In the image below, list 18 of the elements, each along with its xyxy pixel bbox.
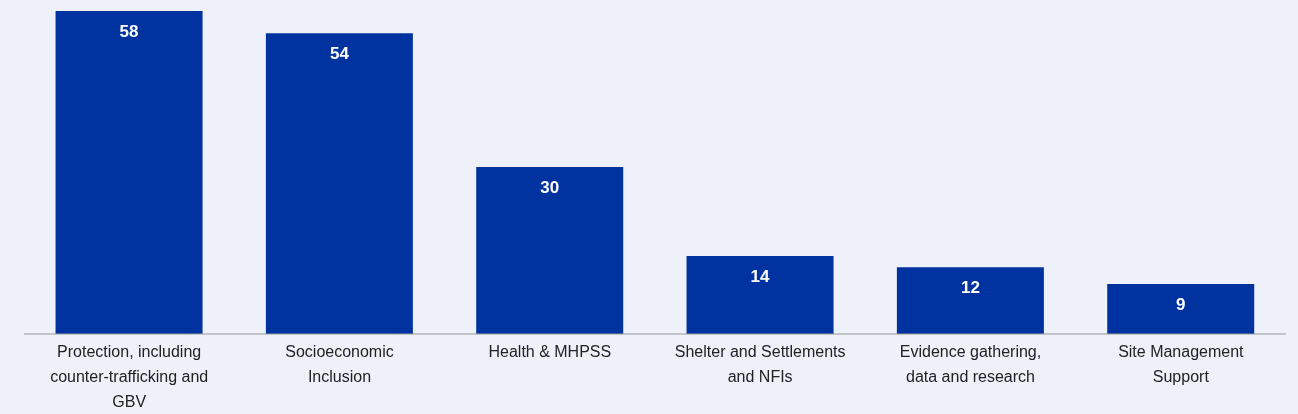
bar: [896, 267, 1044, 334]
data-label: 30: [540, 178, 560, 197]
x-tick-label: Socioeconomic Inclusion: [285, 343, 394, 386]
bar: [55, 11, 203, 334]
data-label: 54: [329, 44, 350, 64]
data-label: 14: [750, 267, 771, 287]
x-tick-label: Shelter and Settlements and NFIs: [674, 343, 846, 386]
x-tick-label: Protection, including counter-trafficking and GBV: [50, 343, 209, 411]
x-tick-label: Health & MHPSS: [488, 343, 612, 361]
bar: [265, 33, 413, 334]
x-tick-label: Site Management Support: [1118, 343, 1245, 386]
data-label: 12: [960, 278, 980, 298]
bar: [1107, 283, 1255, 334]
data-label: 58: [119, 22, 139, 42]
bar: [476, 166, 624, 334]
bar: [686, 256, 834, 334]
data-label: 9: [1175, 294, 1186, 314]
x-tick-label: Evidence gathering, data and research: [899, 343, 1042, 386]
